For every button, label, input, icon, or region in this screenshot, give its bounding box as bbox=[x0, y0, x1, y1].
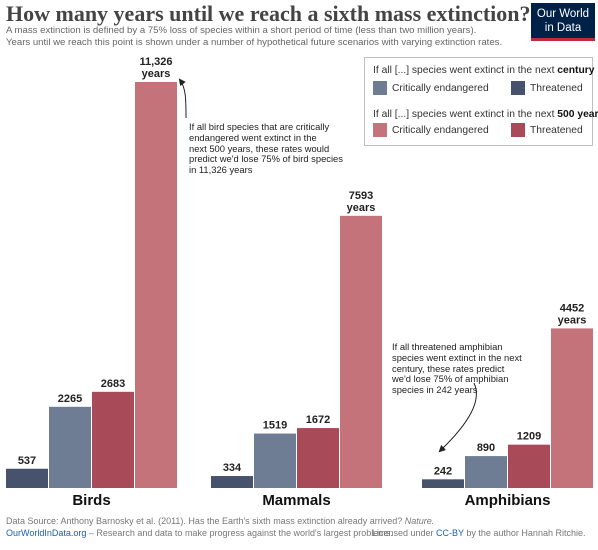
bar-value-label: 242 bbox=[434, 465, 452, 477]
annotation-line: in 11,326 years bbox=[189, 164, 253, 176]
bar-value-label: 890 bbox=[477, 442, 495, 454]
logo-line-2: in Data bbox=[544, 22, 582, 34]
annotation-line: species went extinct in the next bbox=[392, 351, 522, 363]
subtitle-line-1: A mass extinction is defined by a 75% lo… bbox=[6, 25, 477, 36]
legend-item-century-critically-endangered[interactable]: Critically endangered bbox=[373, 81, 489, 95]
logo-line-1: Our World bbox=[536, 8, 590, 20]
legend-swatch bbox=[511, 123, 525, 137]
annotation-line: If all threatened amphibian bbox=[392, 341, 503, 352]
annotation-line: species in 242 years bbox=[392, 384, 478, 396]
bar-value-label: 4452 bbox=[560, 302, 584, 314]
bar-birds-0[interactable] bbox=[6, 468, 48, 488]
birds-annotation-arrow bbox=[178, 78, 187, 119]
bar-birds-3[interactable] bbox=[135, 82, 177, 488]
chart-title: How many years until we reach a sixth ma… bbox=[6, 1, 531, 26]
annotation-line: If all bird species that are critically bbox=[189, 121, 330, 132]
bar-value-label: 2265 bbox=[58, 393, 82, 405]
footer-source: Data Source: Anthony Barnosky et al. (20… bbox=[6, 516, 435, 526]
legend-item-century-threatened[interactable]: Threatened bbox=[511, 81, 583, 95]
legend-label: Threatened bbox=[530, 82, 583, 94]
legend-label: Critically endangered bbox=[392, 124, 489, 136]
bar-amphibians-3[interactable] bbox=[551, 328, 593, 488]
license-link[interactable]: CC-BY bbox=[436, 528, 464, 538]
bar-mammals-1[interactable] bbox=[254, 433, 296, 488]
chart-subtitle: A mass extinction is defined by a 75% lo… bbox=[6, 25, 526, 48]
bar-value-label: 7593 bbox=[349, 190, 373, 202]
annotation-line: predict we'd lose 75% of bird species bbox=[189, 153, 343, 165]
amphibians-annotation: If all threatened amphibian species went … bbox=[392, 341, 522, 396]
category-label-amphibians: Amphibians bbox=[465, 492, 551, 509]
bar-mammals-0[interactable] bbox=[211, 476, 253, 488]
bar-value-label: years bbox=[347, 202, 376, 214]
bar-value-label: 1209 bbox=[517, 431, 541, 443]
bar-birds-1[interactable] bbox=[49, 406, 91, 488]
subtitle-line-2: Years until we reach this point is shown… bbox=[6, 36, 503, 48]
legend-item-500-critically-endangered[interactable]: Critically endangered bbox=[373, 123, 489, 137]
category-label-birds: Birds bbox=[72, 492, 110, 509]
legend-heading-500-years: If all [...] species went extinct in the… bbox=[373, 109, 598, 120]
legend-swatch bbox=[511, 81, 525, 95]
birds-annotation: If all bird species that are critically e… bbox=[189, 121, 343, 176]
legend-label: Threatened bbox=[530, 124, 583, 136]
bar-amphibians-2[interactable] bbox=[508, 444, 550, 488]
bar-value-label: 1672 bbox=[306, 414, 330, 426]
annotation-line: next 500 years, these rates would bbox=[189, 142, 330, 154]
legend-swatch bbox=[373, 81, 387, 95]
bar-value-label: 1519 bbox=[263, 420, 287, 432]
legend-label: Critically endangered bbox=[392, 82, 489, 94]
bar-value-label: years bbox=[142, 68, 171, 80]
bar-value-label: 2683 bbox=[101, 378, 125, 390]
owid-link[interactable]: OurWorldInData.org bbox=[6, 528, 87, 538]
legend-swatch bbox=[373, 123, 387, 137]
legend-item-500-threatened[interactable]: Threatened bbox=[511, 123, 583, 137]
bar-amphibians-1[interactable] bbox=[465, 456, 507, 488]
bar-value-label: 11,326 bbox=[139, 56, 172, 68]
bar-value-label: 334 bbox=[223, 462, 242, 474]
annotation-line: century, these rates predict bbox=[392, 362, 505, 374]
footer-license: Licensed under CC-BY by the author Hanna… bbox=[372, 528, 586, 538]
annotation-line: we'd lose 75% of amphibian bbox=[392, 373, 509, 385]
owid-logo[interactable]: Our World in Data bbox=[531, 3, 595, 41]
bar-birds-2[interactable] bbox=[92, 391, 134, 488]
bar-value-label: 537 bbox=[18, 455, 36, 467]
amphibians-annotation-arrow bbox=[438, 382, 477, 453]
footer-site: OurWorldInData.org – Research and data t… bbox=[6, 528, 393, 538]
legend-heading-century: If all [...] species went extinct in the… bbox=[373, 65, 595, 76]
annotation-line: endangered went extinct in the bbox=[189, 131, 317, 143]
category-label-mammals: Mammals bbox=[262, 492, 330, 509]
bar-value-label: years bbox=[558, 314, 587, 326]
bar-amphibians-0[interactable] bbox=[422, 479, 464, 488]
bar-mammals-2[interactable] bbox=[297, 428, 339, 488]
bar-mammals-3[interactable] bbox=[340, 215, 382, 488]
legend: If all [...] species went extinct in the… bbox=[364, 57, 598, 146]
